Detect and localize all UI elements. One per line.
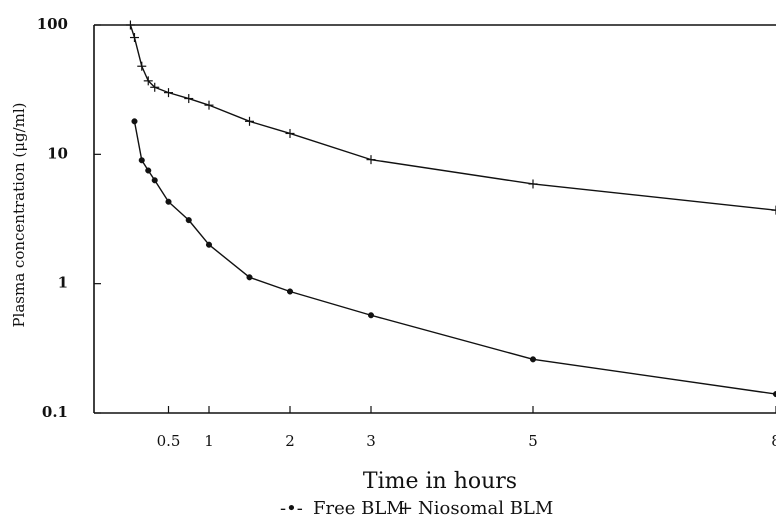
series-niosomal-blm-point-5: [164, 88, 173, 97]
x-tick-label-2: 2: [285, 432, 295, 450]
series-line-free-blm: [134, 121, 776, 394]
x-tick-label-5: 8: [771, 432, 776, 450]
y-tick-label-3: 100: [37, 15, 68, 33]
series-free-blm-point-8: [287, 289, 293, 295]
legend-label-niosomal-blm: Niosomal BLM: [418, 498, 553, 518]
legend-symbol-free-blm: -•-: [280, 498, 303, 518]
y-axis-title: Plasma concentration (μg/ml): [10, 102, 28, 327]
y-tick-label-0: 0.1: [42, 403, 68, 421]
series-free-blm-point-1: [139, 157, 145, 163]
series-niosomal-blm-point-10: [367, 155, 376, 164]
series-free-blm-point-5: [186, 217, 192, 223]
series-free-blm-point-6: [206, 242, 212, 248]
series-free-blm-point-10: [530, 357, 536, 363]
axes: [94, 25, 776, 413]
series-niosomal-blm-point-6: [184, 94, 193, 103]
series-free-blm-point-9: [368, 312, 374, 318]
x-tick-label-0: 0.5: [157, 432, 181, 450]
series-free-blm-point-4: [166, 199, 172, 205]
series-line-niosomal-blm: [130, 25, 776, 210]
series-niosomal-blm-point-11: [529, 179, 538, 188]
y-tick-label-2: 10: [47, 144, 68, 162]
series-free-blm-point-2: [145, 168, 151, 174]
x-tick-label-1: 1: [204, 432, 214, 450]
series-niosomal-blm-point-8: [245, 117, 254, 126]
series-niosomal-blm-point-2: [137, 62, 146, 71]
legend-label-free-blm: Free BLM: [313, 498, 405, 518]
series-free-blm-point-0: [132, 119, 138, 125]
series-free-blm-point-7: [247, 275, 253, 281]
series-niosomal-blm-point-1: [130, 33, 139, 42]
series-niosomal-blm-point-0: [126, 21, 135, 30]
series-free-blm-point-3: [152, 177, 158, 183]
y-tick-label-1: 1: [58, 274, 68, 292]
series-niosomal-blm-point-12: [772, 206, 776, 215]
x-tick-label-3: 3: [366, 432, 376, 450]
legend: -•- Free BLM + Niosomal BLM: [280, 498, 553, 518]
series-layer: [126, 21, 776, 397]
series-niosomal-blm-point-7: [205, 101, 214, 110]
x-axis-title: Time in hours: [363, 469, 517, 494]
x-tick-label-4: 5: [528, 432, 538, 450]
legend-symbol-niosomal-blm: +: [398, 498, 413, 518]
series-niosomal-blm-point-9: [286, 129, 295, 138]
